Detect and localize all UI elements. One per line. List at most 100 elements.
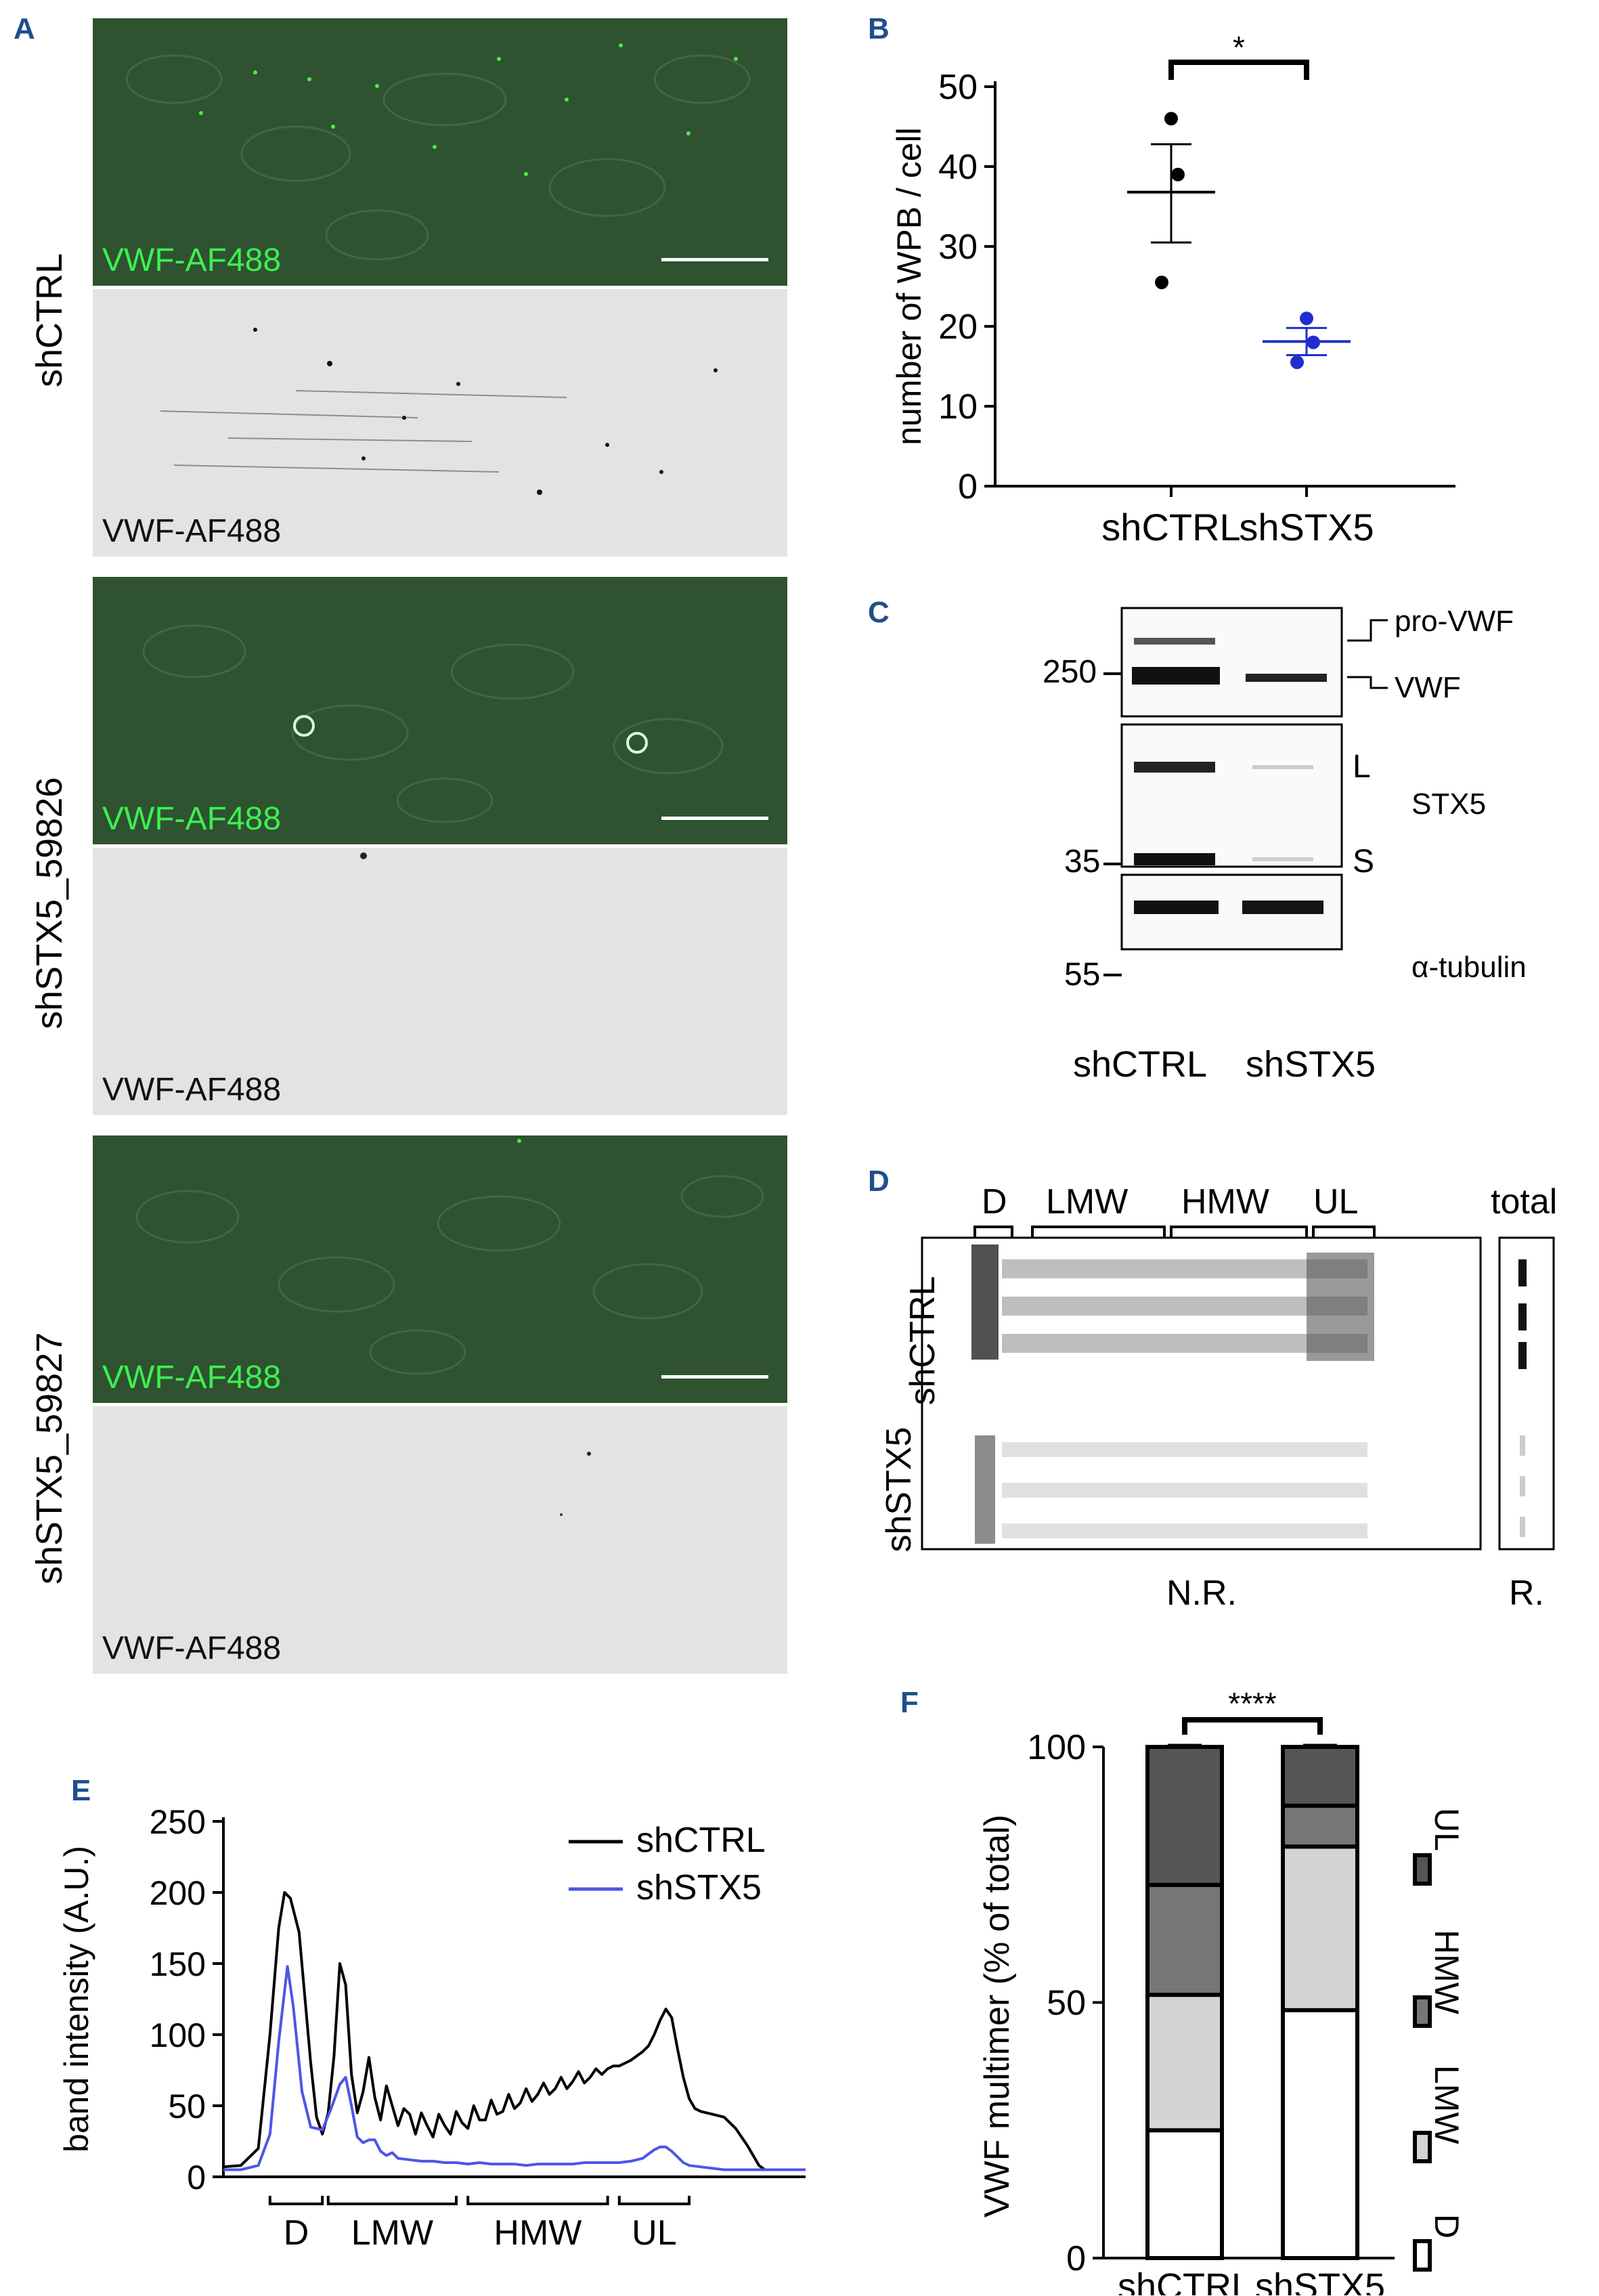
chart-e-band-intensity: 0 50 100 150 200 250 band intensity (A.U.) shC…	[58, 1803, 806, 2253]
y-tick-label: 150	[150, 1945, 206, 1983]
bar-segment-lmw	[1281, 1844, 1359, 2012]
gel-reduced-bands	[1518, 1259, 1527, 1537]
blot-box-stx5	[1120, 723, 1343, 868]
region-bracket	[326, 2196, 458, 2205]
legend-swatch	[1413, 2239, 1432, 2272]
bar-segment-ul	[1281, 1745, 1359, 1808]
y-axis-label: number of WPB / cell	[890, 127, 928, 446]
vwf-puncta	[160, 328, 718, 495]
chart-f-axes: 0 50 100 VWF multimer (% of total) shCTRL shS…	[978, 1686, 1395, 2295]
x-tick-label: shCTRL	[1101, 506, 1240, 548]
cell-texture	[142, 624, 724, 823]
chart-e-lines	[223, 1891, 806, 2171]
line-shctrl	[223, 1891, 806, 2171]
significance-label: *	[1233, 30, 1245, 65]
fluo-channel-label: VWF-AF488	[102, 801, 282, 837]
gel-label-r: R.	[1509, 1574, 1544, 1613]
x-tick-label: shSTX5	[1239, 506, 1374, 548]
mw-marker-250: 250	[1043, 654, 1097, 690]
band-tubulin-shstx5	[1242, 901, 1323, 914]
chart-f-legend: UL HMW LMW D	[1413, 1808, 1466, 2272]
band-tubulin-shctrl	[1134, 901, 1219, 914]
gel-label-nr: N.R.	[1166, 1574, 1237, 1613]
chart-e-legend: shCTRL shSTX5	[569, 1821, 766, 1907]
region-bracket	[268, 2196, 324, 2205]
y-tick-label: 50	[168, 2087, 206, 2125]
band-stx5-s-shctrl	[1134, 853, 1215, 865]
region-bracket	[466, 2196, 609, 2205]
mw-marker-55: 55	[1064, 957, 1100, 993]
label-stx5-l: L	[1353, 749, 1371, 785]
y-tick-label: 10	[938, 387, 978, 427]
y-tick-label: 0	[958, 467, 978, 506]
region-label-lmw: LMW	[1046, 1182, 1128, 1221]
legend-label: HMW	[1428, 1930, 1466, 2015]
total-label: total	[1491, 1182, 1557, 1221]
x-tick-label: shSTX5	[1255, 2266, 1385, 2295]
bar-segment-ul	[1145, 1745, 1224, 1887]
legend-swatch	[1413, 2131, 1432, 2163]
pro-vwf-bracket	[1347, 619, 1388, 642]
bar-segment-lmw	[1145, 1993, 1224, 2133]
label-vwf: VWF	[1395, 671, 1461, 704]
gel-lanes-shctrl	[971, 1244, 1374, 1361]
y-tick-label: 0	[1066, 2239, 1086, 2278]
y-axis-label: band intensity (A.U.)	[58, 1846, 95, 2152]
label-alpha-tubulin: α-tubulin	[1411, 951, 1527, 984]
bar-segment-hmw	[1281, 1803, 1359, 1849]
band-pro-vwf-shctrl	[1134, 638, 1215, 645]
blot-box-vwf	[1120, 607, 1343, 718]
y-tick-label: 40	[938, 148, 978, 187]
fluo-channel-label: VWF-AF488	[102, 1360, 282, 1395]
gel-lanes-shstx5	[975, 1435, 1367, 1544]
region-label: UL	[632, 2213, 676, 2253]
vwf-bracket	[1347, 676, 1388, 689]
label-stx5-s: S	[1353, 844, 1374, 880]
significance-bracket	[1182, 1717, 1323, 1735]
data-point	[1164, 112, 1178, 126]
row-label-shctrl: shCTRL	[29, 253, 70, 387]
gel-row-label-shctrl: shCTRL	[903, 1276, 942, 1406]
data-point	[1171, 167, 1185, 181]
chart-f-bars	[1145, 1743, 1359, 2260]
significance-bracket	[1168, 60, 1309, 80]
significance-label: ****	[1228, 1686, 1277, 1721]
bar-segment-d	[1145, 2128, 1224, 2260]
panel-letter-c: C	[868, 596, 890, 629]
x-tick-label: shCTRL	[1118, 2266, 1252, 2295]
band-stx5-l-shctrl	[1134, 762, 1215, 773]
chart-e-regions: D LMW HMW UL	[268, 2196, 691, 2253]
y-tick-label: 20	[938, 307, 978, 347]
vwf-puncta	[360, 852, 367, 859]
cell-texture	[135, 1139, 764, 1375]
band-stx5-l-shstx5	[1252, 765, 1313, 769]
y-tick-label: 0	[187, 2159, 206, 2196]
gel-box-reduced	[1498, 1236, 1555, 1551]
legend-label: shSTX5	[636, 1868, 762, 1907]
line-shstx5	[223, 1965, 806, 2171]
micrograph-shctrl-inverted: VWF-AF488	[93, 289, 787, 557]
inverted-channel-label: VWF-AF488	[102, 1630, 282, 1666]
legend-swatch	[1413, 1995, 1432, 2028]
scale-bar	[661, 258, 768, 261]
chart-b-axes: 0 10 20 30 40 50 number of WPB / cell shCTRLshS…	[890, 30, 1455, 548]
row-label-shstx5-59827: shSTX5_59827	[29, 1332, 70, 1584]
chart-b-marks	[1127, 112, 1351, 370]
y-tick-label: 100	[150, 2016, 206, 2054]
region-label: LMW	[351, 2213, 433, 2253]
bar-segment-hmw	[1145, 1882, 1224, 1997]
gel-row-label-shstx5: shSTX5	[879, 1427, 919, 1553]
region-label: D	[284, 2213, 309, 2253]
y-tick-label: 50	[1047, 1984, 1086, 2023]
region-bracket	[617, 2196, 691, 2205]
label-stx5: STX5	[1411, 787, 1486, 821]
data-point	[1155, 276, 1168, 290]
row-label-shstx5-59826: shSTX5_59826	[29, 777, 70, 1029]
panel-letter-f: F	[900, 1686, 919, 1719]
chart-e-axes: 0 50 100 150 200 250 band intensity (A.U.)	[58, 1803, 806, 2196]
legend-label: shCTRL	[636, 1821, 766, 1860]
legend-swatch	[1413, 1853, 1432, 1886]
band-vwf-shctrl	[1132, 667, 1220, 685]
panel-letter-d: D	[868, 1165, 890, 1198]
data-point	[1300, 311, 1313, 326]
